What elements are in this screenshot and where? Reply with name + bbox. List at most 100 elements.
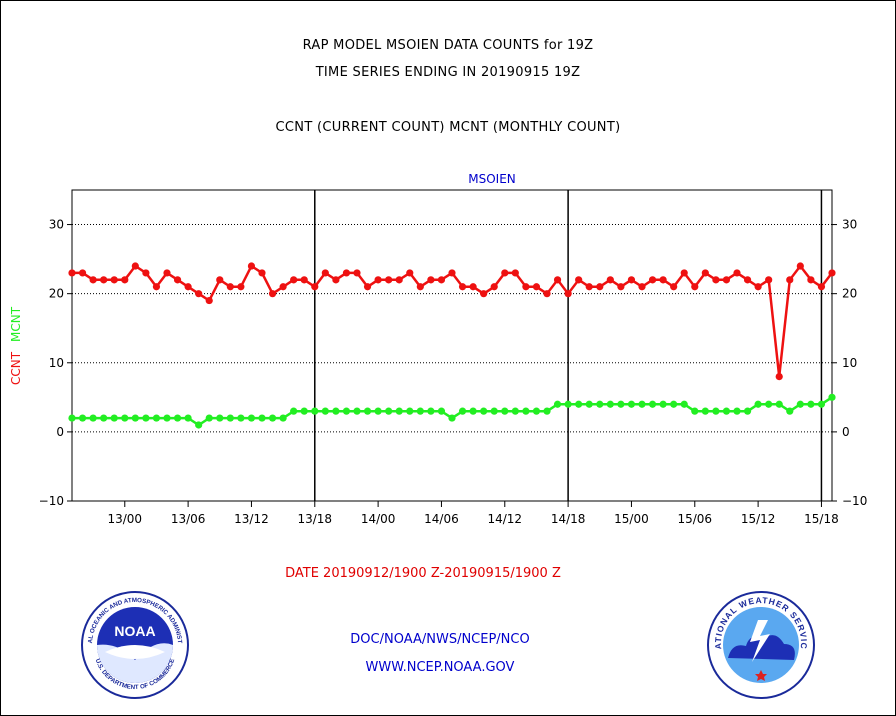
data-point-ccnt bbox=[110, 276, 118, 284]
data-point-mcnt bbox=[543, 407, 551, 415]
data-point-ccnt bbox=[553, 276, 562, 284]
data-point-ccnt bbox=[279, 283, 287, 291]
data-point-ccnt bbox=[427, 276, 435, 284]
data-point-mcnt bbox=[648, 400, 657, 408]
x-tick-label: 14/06 bbox=[424, 512, 459, 526]
y-tick-label-right: 0 bbox=[842, 425, 850, 439]
data-point-ccnt bbox=[184, 283, 192, 291]
data-point-mcnt bbox=[353, 407, 361, 415]
data-point-mcnt bbox=[427, 407, 435, 415]
data-point-ccnt bbox=[722, 276, 731, 284]
data-point-ccnt bbox=[691, 283, 699, 291]
y-tick-label-left: −10 bbox=[39, 494, 64, 508]
x-tick-label: 15/12 bbox=[741, 512, 776, 526]
data-point-ccnt bbox=[437, 276, 446, 284]
data-point-mcnt bbox=[121, 414, 129, 422]
plot-area bbox=[71, 189, 833, 502]
data-point-ccnt bbox=[627, 276, 636, 284]
data-point-ccnt bbox=[733, 269, 741, 277]
data-point-mcnt bbox=[743, 407, 752, 415]
data-point-mcnt bbox=[437, 407, 446, 415]
data-point-mcnt bbox=[532, 407, 541, 415]
data-point-mcnt bbox=[395, 407, 403, 415]
data-point-mcnt bbox=[163, 414, 171, 422]
data-point-ccnt bbox=[796, 262, 804, 270]
data-point-ccnt bbox=[142, 269, 150, 277]
data-point-ccnt bbox=[321, 269, 329, 277]
data-point-mcnt bbox=[638, 400, 646, 408]
data-point-ccnt bbox=[290, 276, 298, 284]
data-point-mcnt bbox=[522, 407, 530, 415]
data-point-ccnt bbox=[363, 283, 372, 291]
data-point-ccnt bbox=[226, 283, 234, 291]
data-point-ccnt bbox=[712, 276, 720, 284]
data-point-mcnt bbox=[205, 414, 213, 422]
data-point-mcnt bbox=[596, 400, 604, 408]
chart-title: RAP MODEL MSOIEN DATA COUNTS for 19Z bbox=[302, 38, 594, 53]
data-point-ccnt bbox=[458, 283, 467, 291]
noaa-logo-icon: NOAA NATIONAL OCEANIC AND ATMOSPHERIC AD… bbox=[80, 590, 189, 699]
data-point-ccnt bbox=[247, 262, 256, 270]
y-tick-label-right: −10 bbox=[842, 494, 867, 508]
footer-website[interactable]: WWW.NCEP.NOAA.GOV bbox=[365, 660, 515, 675]
data-point-ccnt bbox=[448, 269, 456, 277]
data-point-ccnt bbox=[680, 269, 688, 277]
data-point-ccnt bbox=[131, 262, 139, 270]
x-tick-label: 14/12 bbox=[487, 512, 522, 526]
y-tick-label-left: 30 bbox=[49, 218, 64, 232]
data-point-ccnt bbox=[480, 290, 488, 298]
nws-logo-icon: NATIONAL WEATHER SERVICE bbox=[706, 590, 815, 699]
data-point-mcnt bbox=[712, 407, 720, 415]
data-point-mcnt bbox=[458, 407, 467, 415]
data-point-ccnt bbox=[237, 283, 245, 291]
data-point-mcnt bbox=[585, 400, 593, 408]
data-point-mcnt bbox=[817, 400, 826, 408]
x-tick-label: 13/18 bbox=[297, 512, 332, 526]
station-title: MSOIEN bbox=[468, 172, 516, 186]
y-tick-label-right: 10 bbox=[842, 356, 857, 370]
data-point-ccnt bbox=[585, 283, 593, 291]
data-point-ccnt bbox=[575, 276, 583, 284]
x-tick-label: 15/18 bbox=[804, 512, 839, 526]
data-point-mcnt bbox=[564, 400, 572, 408]
data-point-mcnt bbox=[78, 414, 87, 422]
y-tick-label-left: 20 bbox=[49, 287, 64, 301]
data-point-mcnt bbox=[195, 421, 203, 429]
chart-subtitle: CCNT (CURRENT COUNT) MCNT (MONTHLY COUNT… bbox=[275, 120, 621, 135]
data-point-ccnt bbox=[617, 283, 625, 291]
data-point-mcnt bbox=[511, 407, 519, 415]
data-point-ccnt bbox=[300, 276, 308, 284]
data-point-ccnt bbox=[659, 276, 667, 284]
data-point-ccnt bbox=[195, 290, 203, 298]
data-point-mcnt bbox=[501, 407, 509, 415]
y-tick-label-right: 20 bbox=[842, 287, 857, 301]
data-point-mcnt bbox=[290, 407, 298, 415]
data-point-ccnt bbox=[501, 269, 509, 277]
data-point-mcnt bbox=[480, 407, 488, 415]
x-tick-label: 13/00 bbox=[107, 512, 142, 526]
data-point-mcnt bbox=[701, 407, 709, 415]
noaa-logo-text: NOAA bbox=[114, 623, 155, 639]
data-point-mcnt bbox=[575, 400, 583, 408]
x-tick-label: 13/12 bbox=[234, 512, 269, 526]
data-point-mcnt bbox=[670, 400, 678, 408]
data-point-ccnt bbox=[173, 276, 182, 284]
data-point-ccnt bbox=[511, 269, 519, 277]
data-point-ccnt bbox=[490, 283, 498, 291]
data-point-ccnt bbox=[743, 276, 752, 284]
data-point-ccnt bbox=[807, 276, 815, 284]
data-point-ccnt bbox=[216, 276, 224, 284]
data-point-mcnt bbox=[216, 414, 224, 422]
y-tick-label-left: 10 bbox=[49, 356, 64, 370]
data-point-mcnt bbox=[416, 407, 424, 415]
y-axis-label-mcnt: MCNT bbox=[9, 306, 23, 342]
data-point-ccnt bbox=[163, 269, 171, 277]
data-point-ccnt bbox=[353, 269, 361, 277]
data-point-ccnt bbox=[532, 283, 541, 291]
data-point-mcnt bbox=[722, 407, 731, 415]
data-point-ccnt bbox=[78, 269, 87, 277]
data-point-mcnt bbox=[247, 414, 256, 422]
data-point-mcnt bbox=[142, 414, 150, 422]
data-point-ccnt bbox=[332, 276, 340, 284]
x-tick-label: 14/00 bbox=[361, 512, 396, 526]
